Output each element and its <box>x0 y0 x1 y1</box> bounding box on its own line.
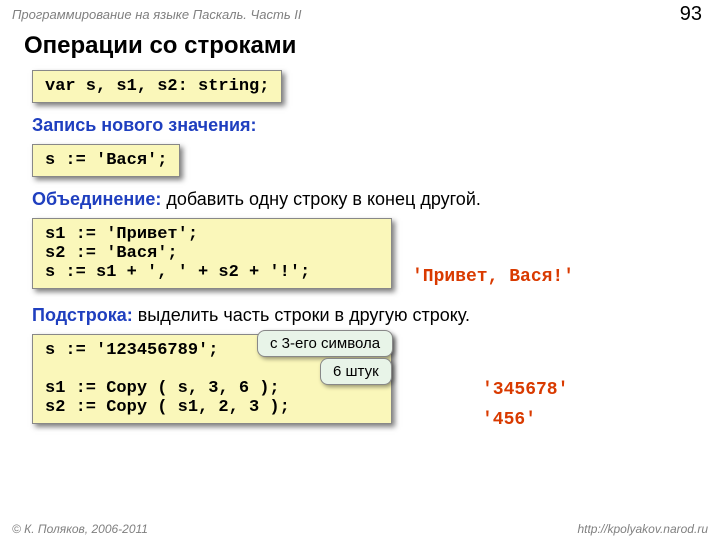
callout-from: с 3-его символа <box>257 330 393 357</box>
copyright: © К. Поляков, 2006-2011 <box>12 522 148 536</box>
label-concat-blue: Объединение: <box>32 189 161 209</box>
page-title: Операции со строками <box>0 26 720 70</box>
callout-count: 6 штук <box>320 358 392 385</box>
content-area: var s, s1, s2: string; Запись нового зна… <box>0 70 720 436</box>
footer: © К. Поляков, 2006-2011 http://kpolyakov… <box>12 522 708 536</box>
footer-url: http://kpolyakov.narod.ru <box>577 522 708 536</box>
substr-results: '345678' '456' <box>482 380 568 440</box>
course-subtitle: Программирование на языке Паскаль. Часть… <box>12 7 302 22</box>
label-concat-rest: добавить одну строку в конец другой. <box>161 189 481 209</box>
result-concat: 'Привет, Вася!' <box>412 267 574 301</box>
label-substr-blue: Подстрока: <box>32 305 133 325</box>
code-var-decl: var s, s1, s2: string; <box>32 70 282 103</box>
result-substr-2: '456' <box>482 410 568 430</box>
label-substr: Подстрока: выделить часть строки в другу… <box>32 305 696 326</box>
label-concat: Объединение: добавить одну строку в коне… <box>32 189 696 210</box>
substr-block: s := '123456789'; s1 := Copy ( s, 3, 6 )… <box>32 334 696 436</box>
page-number: 93 <box>680 3 702 26</box>
label-substr-rest: выделить часть строки в другую строку. <box>133 305 470 325</box>
label-assign: Запись нового значения: <box>32 115 696 136</box>
header: Программирование на языке Паскаль. Часть… <box>0 0 720 26</box>
result-substr-1: '345678' <box>482 380 568 400</box>
label-assign-text: Запись нового значения: <box>32 115 257 135</box>
code-assign: s := 'Вася'; <box>32 144 180 177</box>
code-concat: s1 := 'Привет'; s2 := 'Вася'; s := s1 + … <box>32 218 392 289</box>
concat-row: s1 := 'Привет'; s2 := 'Вася'; s := s1 + … <box>32 218 696 301</box>
